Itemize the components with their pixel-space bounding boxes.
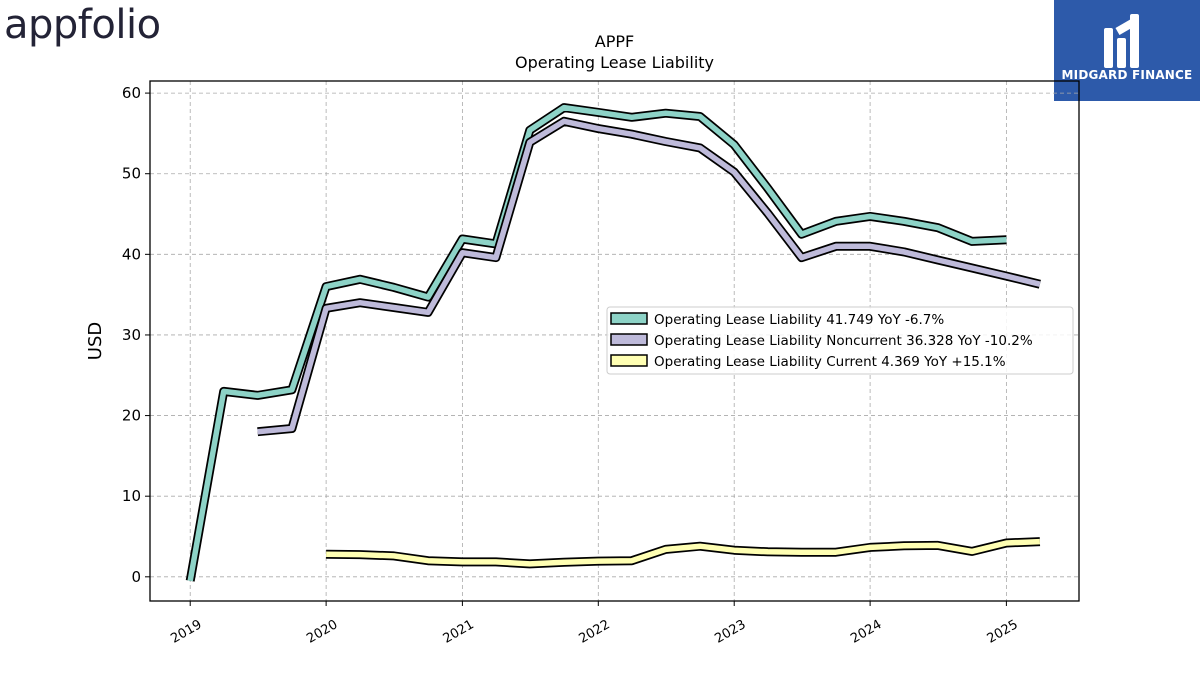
x-tick-label: 2023 [712,617,748,647]
chart-subtitle: Operating Lease Liability [515,53,714,72]
legend: Operating Lease Liability 41.749 YoY -6.… [606,306,1074,375]
y-tick-label: 20 [122,407,141,425]
series-layer [185,103,1041,582]
plot-frame [149,80,1080,602]
series-line-0 [187,104,1007,582]
y-axis: 0 10 20 30 40 50 60 [122,84,150,586]
legend-entry-1: Operating Lease Liability Noncurrent 36.… [654,333,1033,349]
legend-entry-2: Operating Lease Liability Current 4.369 … [654,354,1006,370]
series-line-outline-1 [257,116,1041,437]
legend-swatch-1 [610,333,648,346]
y-tick-label: 30 [122,326,141,344]
brand-name: MIDGARD FINANCE [1061,68,1193,82]
y-tick-label: 60 [122,84,141,102]
y-axis-label: USD [85,322,106,360]
legend-entry-0: Operating Lease Liability 41.749 YoY -6.… [654,312,944,328]
company-logo: appfolio [4,2,161,48]
midgard-mark-icon [1104,14,1139,68]
x-tick-label: 2020 [304,617,340,647]
legend-swatch-2 [610,354,648,367]
y-tick-label: 0 [131,568,141,586]
x-tick-label: 2022 [576,617,612,647]
x-tick-label: 2025 [985,617,1021,647]
y-tick-label: 10 [122,487,141,505]
x-tick-label: 2024 [848,617,884,647]
series-line-2 [326,538,1041,567]
chart-title: APPF [595,32,634,51]
series-line-1 [257,118,1041,435]
x-tick-label: 2019 [168,617,204,647]
y-tick-label: 40 [122,245,141,263]
y-tick-label: 50 [122,165,141,183]
legend-frame [606,306,1074,375]
legend-swatch-0 [610,312,648,325]
brand-logo: MIDGARD FINANCE [1054,0,1200,101]
x-axis: 2019 2020 2021 2022 2023 2024 2025 [168,601,1021,647]
x-tick-label: 2021 [441,617,477,647]
